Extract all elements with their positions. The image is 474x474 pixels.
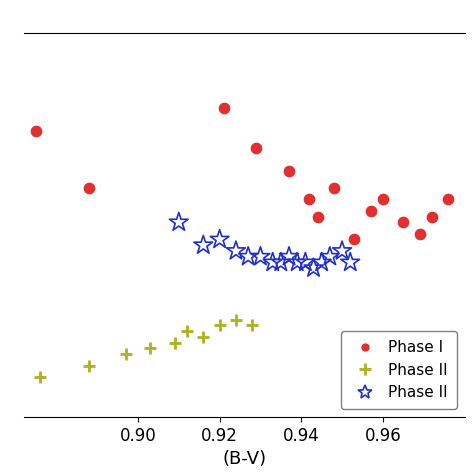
Phase II bbox=[232, 247, 240, 255]
Phase I bbox=[306, 196, 313, 203]
Phase I bbox=[350, 236, 358, 243]
Phase II bbox=[293, 259, 301, 266]
Phase II bbox=[318, 259, 326, 266]
Phase II bbox=[36, 373, 44, 381]
Phase II bbox=[277, 259, 285, 266]
Phase I bbox=[314, 213, 321, 220]
Phase II bbox=[338, 247, 346, 255]
Phase I bbox=[85, 184, 93, 191]
Phase II bbox=[183, 328, 191, 335]
Phase II bbox=[216, 236, 223, 243]
Phase II bbox=[248, 322, 256, 329]
Phase II bbox=[326, 253, 334, 260]
Phase II bbox=[175, 219, 182, 226]
Phase I bbox=[32, 127, 40, 135]
Phase II bbox=[245, 253, 252, 260]
Phase II bbox=[346, 259, 354, 266]
Phase I bbox=[379, 196, 387, 203]
Phase II bbox=[301, 259, 309, 266]
Phase II bbox=[200, 333, 207, 341]
Phase II bbox=[122, 350, 129, 358]
Legend: Phase I, Phase II, Phase II: Phase I, Phase II, Phase II bbox=[341, 331, 457, 410]
Phase I bbox=[445, 196, 452, 203]
Phase I bbox=[253, 144, 260, 152]
Phase II bbox=[216, 322, 223, 329]
Phase II bbox=[256, 253, 264, 260]
Phase I bbox=[220, 104, 228, 111]
Phase II bbox=[285, 253, 293, 260]
X-axis label: (B-V): (B-V) bbox=[222, 450, 266, 468]
Phase II bbox=[85, 362, 93, 369]
Phase II bbox=[146, 345, 154, 352]
Phase I bbox=[416, 230, 423, 237]
Phase II bbox=[200, 241, 207, 249]
Phase II bbox=[310, 264, 317, 272]
Phase I bbox=[367, 207, 374, 215]
Phase II bbox=[232, 316, 240, 323]
Phase II bbox=[269, 259, 276, 266]
Phase I bbox=[285, 167, 293, 174]
Phase II bbox=[171, 339, 179, 346]
Phase I bbox=[400, 219, 407, 226]
Phase I bbox=[428, 213, 436, 220]
Phase I bbox=[330, 184, 337, 191]
